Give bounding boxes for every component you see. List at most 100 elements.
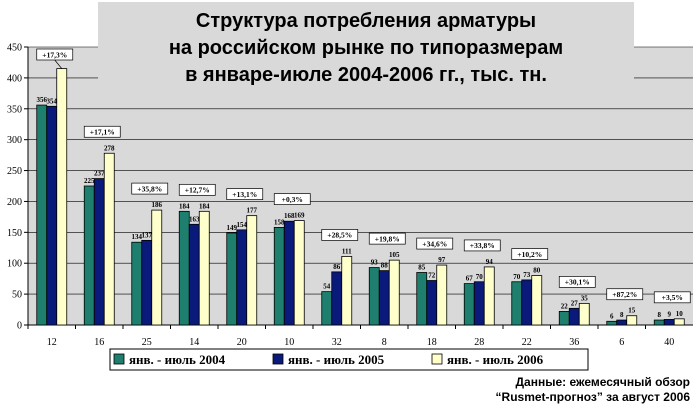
- x-tick-label: 22: [522, 337, 532, 348]
- source-line-2: “Rusmet-прогноз” за август 2006: [496, 390, 691, 404]
- x-tick-label: 6: [619, 337, 624, 348]
- data-label: 237: [94, 170, 105, 178]
- growth-label: +34,6%: [422, 239, 447, 248]
- bar: [341, 256, 353, 326]
- data-label: 80: [533, 267, 541, 275]
- legend-swatch-2005: [272, 353, 284, 365]
- growth-label-box: [558, 276, 596, 288]
- growth-label: +28,5%: [327, 231, 352, 240]
- data-label: 137: [142, 231, 153, 239]
- growth-label: +17,1%: [90, 128, 115, 137]
- y-tick-label: 0: [17, 321, 22, 332]
- bar: [416, 272, 428, 326]
- data-label: 134: [132, 233, 143, 241]
- data-label: 354: [47, 97, 58, 105]
- y-tick-label: 400: [7, 73, 22, 84]
- data-label: 225: [84, 177, 95, 185]
- bar: [426, 280, 438, 326]
- bar: [331, 271, 343, 326]
- data-label: 70: [513, 273, 521, 281]
- x-tick-label: 20: [237, 337, 247, 348]
- growth-label-box: [178, 183, 216, 196]
- data-label: 93: [371, 259, 379, 267]
- legend-swatch-2006: [431, 353, 443, 365]
- bar: [198, 210, 210, 326]
- data-label: 94: [486, 258, 494, 266]
- bar: [473, 281, 485, 326]
- data-label: 6: [610, 312, 614, 320]
- data-label: 169: [294, 212, 305, 220]
- y-tick-label: 300: [7, 135, 22, 146]
- bar: [178, 210, 190, 326]
- bar: [511, 281, 523, 326]
- x-tick-label: 36: [569, 337, 579, 348]
- data-label: 184: [199, 202, 210, 210]
- data-label: 149: [227, 224, 238, 232]
- data-label: 158: [274, 218, 285, 226]
- source-line-1: Данные: ежемесячный обзор: [515, 375, 690, 389]
- data-label: 73: [523, 271, 531, 279]
- bar: [436, 264, 448, 326]
- y-tick-label: 450: [7, 43, 22, 54]
- x-tick-label: 28: [474, 337, 484, 348]
- bar: [663, 319, 675, 326]
- bar: [131, 241, 143, 326]
- growth-label: +12,7%: [185, 186, 210, 195]
- growth-label: +17,3%: [42, 50, 67, 59]
- y-tick-label: 200: [7, 197, 22, 208]
- bar: [616, 319, 628, 326]
- bar: [273, 226, 285, 326]
- data-label: 154: [237, 221, 248, 229]
- y-tick-label: 350: [7, 104, 22, 115]
- data-label: 8: [658, 311, 662, 319]
- x-tick-label: 8: [382, 337, 387, 348]
- x-tick-label: 25: [142, 337, 152, 348]
- data-label: 88: [381, 262, 389, 270]
- data-label: 163: [189, 215, 200, 223]
- data-label: 86: [333, 263, 341, 271]
- data-label: 8: [620, 311, 624, 319]
- chart-title-line-1: Структура потребления арматуры: [196, 10, 536, 32]
- bar: [558, 311, 570, 326]
- growth-label-box: [131, 182, 169, 195]
- data-label: 22: [561, 302, 569, 310]
- bar: [188, 223, 200, 326]
- chart-title-line-3: в январе-июле 2004-2006 гг., тыс. тн.: [185, 64, 547, 86]
- data-label: 85: [418, 263, 426, 271]
- chart-title-line-2: на российском рынке по типоразмерам: [169, 37, 563, 59]
- data-label: 27: [571, 299, 579, 307]
- bar: [151, 209, 163, 326]
- y-tick-label: 150: [7, 228, 22, 239]
- data-label: 9: [668, 310, 672, 318]
- x-tick-label: 16: [94, 337, 104, 348]
- legend-label-2004: янв. - июль 2004: [129, 352, 226, 367]
- bar: [293, 220, 305, 326]
- x-tick-label: 40: [664, 337, 674, 348]
- x-tick-label: 12: [47, 337, 57, 348]
- bar: [236, 229, 248, 326]
- growth-label-box: [226, 188, 264, 201]
- x-tick-label: 32: [332, 337, 342, 348]
- growth-label-box: [463, 239, 501, 252]
- data-label: 111: [342, 247, 352, 255]
- x-tick-label: 14: [189, 337, 199, 348]
- growth-label-box: [511, 248, 549, 260]
- growth-label-box: [321, 229, 359, 241]
- bar: [93, 178, 105, 326]
- growth-label-box: [416, 237, 454, 250]
- growth-label: +0,3%: [282, 195, 303, 204]
- bar: [321, 291, 333, 326]
- bar: [378, 270, 390, 326]
- bar: [103, 152, 115, 326]
- growth-label-box: [273, 193, 311, 205]
- data-label: 67: [466, 275, 474, 283]
- growth-label: +13,1%: [232, 190, 257, 199]
- bar: [56, 68, 68, 326]
- bar: [606, 320, 618, 326]
- bar: [483, 266, 495, 326]
- bar: [83, 185, 95, 326]
- y-tick-label: 50: [12, 290, 22, 301]
- bar: [626, 315, 638, 326]
